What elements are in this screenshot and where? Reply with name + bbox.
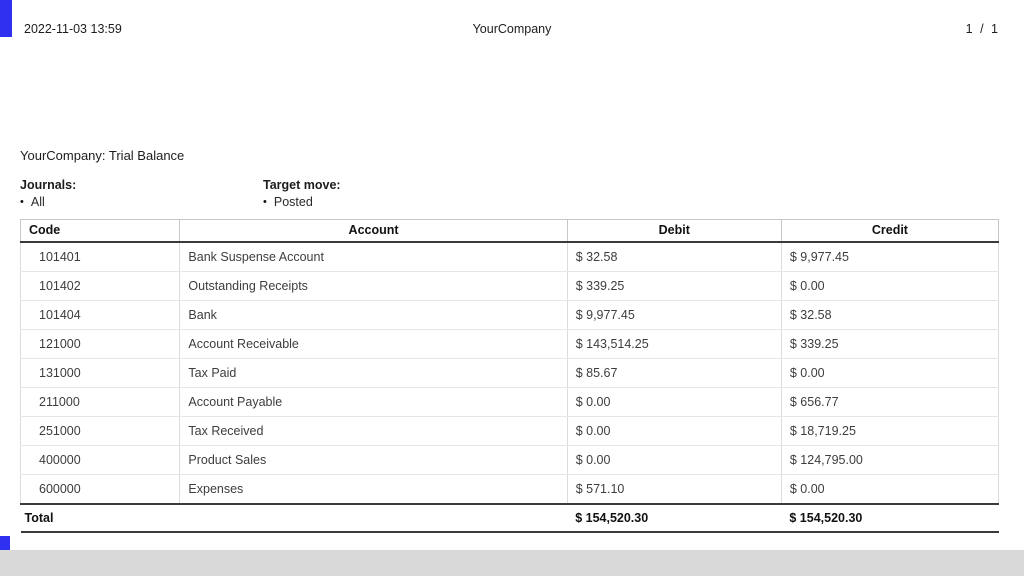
total-debit-cell: $ 154,520.30 [567, 503, 782, 533]
bullet-icon: • [263, 196, 267, 208]
table-row: 400000 Product Sales $ 0.00 $ 124,795.00 [19, 445, 1000, 475]
account-cell: Tax Received [179, 416, 568, 446]
debit-cell: $ 571.10 [566, 474, 782, 505]
table-row: 251000 Tax Received $ 0.00 $ 18,719.25 [19, 416, 1000, 446]
print-datetime: 2022-11-03 13:59 [24, 22, 122, 36]
code-cell: 101402 [19, 271, 181, 301]
table-row: 211000 Account Payable $ 0.00 $ 656.77 [19, 387, 1000, 417]
column-header-account: Account [179, 219, 568, 243]
debit-cell: $ 32.58 [566, 242, 782, 272]
report-filters: Journals: • All Target move: • Posted [20, 178, 1024, 209]
account-cell: Outstanding Receipts [179, 271, 568, 301]
credit-cell: $ 0.00 [780, 358, 1000, 388]
debit-cell: $ 0.00 [566, 416, 782, 446]
debit-cell: $ 339.25 [566, 271, 782, 301]
filter-journals: Journals: • All [20, 178, 263, 209]
debit-cell: $ 85.67 [566, 358, 782, 388]
code-cell: 121000 [19, 329, 181, 359]
credit-cell: $ 9,977.45 [780, 242, 1000, 272]
credit-cell: $ 124,795.00 [780, 445, 1000, 475]
report-title: YourCompany: Trial Balance [20, 148, 185, 163]
account-cell: Bank [179, 300, 568, 330]
total-credit-cell: $ 154,520.30 [781, 503, 999, 533]
filter-journals-label: Journals: [20, 178, 77, 192]
account-cell: Tax Paid [179, 358, 568, 388]
bullet-icon: • [20, 196, 24, 208]
filter-target-move-label: Target move: [263, 178, 341, 192]
page-edge-marker-top [0, 0, 12, 37]
filter-target-move-text: Posted [273, 195, 313, 209]
table-row: 101402 Outstanding Receipts $ 339.25 $ 0.00 [19, 271, 1000, 301]
credit-cell: $ 0.00 [780, 474, 1000, 505]
credit-cell: $ 32.58 [780, 300, 1000, 330]
filter-target-move: Target move: • Posted [263, 178, 506, 209]
table-row: 101404 Bank $ 9,977.45 $ 32.58 [19, 300, 1000, 330]
credit-cell: $ 0.00 [780, 271, 1000, 301]
table-row: 131000 Tax Paid $ 85.67 $ 0.00 [19, 358, 1000, 388]
code-cell: 101404 [19, 300, 181, 330]
viewer-bottom-strip [0, 550, 1024, 576]
credit-cell: $ 18,719.25 [780, 416, 1000, 446]
debit-cell: $ 0.00 [566, 387, 782, 417]
code-cell: 600000 [19, 474, 181, 505]
table-row: 600000 Expenses $ 571.10 $ 0.00 [19, 474, 1000, 505]
credit-cell: $ 656.77 [780, 387, 1000, 417]
filter-target-move-value: • Posted [263, 195, 506, 209]
table-body: 101401 Bank Suspense Account $ 32.58 $ 9,97… [19, 242, 1000, 505]
code-cell: 131000 [19, 358, 181, 388]
account-cell: Account Payable [179, 387, 568, 417]
account-cell: Expenses [179, 474, 568, 505]
debit-cell: $ 9,977.45 [566, 300, 782, 330]
company-name: YourCompany [472, 22, 552, 36]
filter-journals-text: All [30, 195, 45, 209]
column-header-credit: Credit [780, 219, 1000, 243]
debit-cell: $ 0.00 [566, 445, 782, 475]
table-footer: Total $ 154,520.30 $ 154,520.30 [20, 503, 999, 533]
total-label: Total [20, 503, 568, 533]
table-row: 121000 Account Receivable $ 143,514.25 $ 33… [19, 329, 1000, 359]
code-cell: 400000 [19, 445, 181, 475]
table-header-row: Code Account Debit Credit [19, 219, 1000, 243]
page-edge-marker-bottom [0, 536, 10, 550]
column-header-code: Code [19, 219, 181, 243]
trial-balance-table: Code Account Debit Credit 101401 Bank Sus… [19, 219, 1000, 533]
account-cell: Bank Suspense Account [179, 242, 568, 272]
filter-journals-value: • All [20, 195, 263, 209]
total-row: Total $ 154,520.30 $ 154,520.30 [20, 503, 999, 533]
account-cell: Account Receivable [179, 329, 568, 359]
page-indicator: 1 / 1 [965, 22, 1000, 36]
column-header-debit: Debit [566, 219, 782, 243]
table-header: Code Account Debit Credit [19, 219, 1000, 243]
account-cell: Product Sales [179, 445, 568, 475]
debit-cell: $ 143,514.25 [566, 329, 782, 359]
credit-cell: $ 339.25 [780, 329, 1000, 359]
code-cell: 251000 [19, 416, 181, 446]
document-header: 2022-11-03 13:59 YourCompany 1 / 1 [0, 0, 1024, 36]
table-row: 101401 Bank Suspense Account $ 32.58 $ 9,97… [19, 242, 1000, 272]
code-cell: 211000 [19, 387, 181, 417]
code-cell: 101401 [19, 242, 181, 272]
